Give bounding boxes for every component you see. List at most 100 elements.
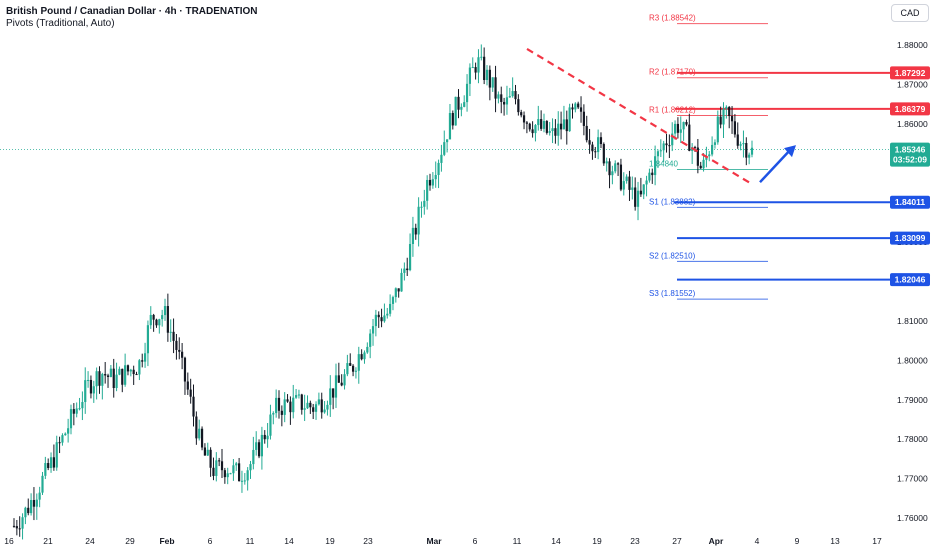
candle-body [226, 473, 229, 478]
pivot-layer: R3 (1.88542) R2 (1.87170) R1 (1.86212) 1.84… [649, 14, 768, 300]
candle-body [280, 410, 283, 415]
candle-body [631, 187, 634, 190]
indicator-label: Pivots (Traditional, Auto) [6, 18, 115, 29]
level-price-tag [890, 273, 930, 287]
candle-body [18, 528, 21, 530]
candle-body [343, 374, 346, 386]
descending-trendline[interactable] [526, 47, 751, 184]
projection-arrow[interactable] [759, 149, 791, 184]
level-price-tag-text: 1.84011 [895, 197, 926, 207]
candle-body [112, 368, 115, 389]
candle-body [369, 333, 372, 347]
candle-body [662, 143, 665, 151]
candle-body [292, 397, 295, 413]
current-price-tag [890, 142, 930, 167]
x-tick-label: 16 [4, 536, 14, 546]
candle-body [394, 288, 397, 298]
candle-body [579, 107, 583, 112]
candle-body [101, 374, 104, 386]
candle-body [577, 103, 580, 108]
candle-body [673, 123, 677, 134]
x-axis[interactable]: 16 21 24 29 Feb 6 11 14 19 23 Mar 6 11 14 19 23 27 Apr 4 9 1… [4, 536, 882, 546]
level-price-tag [890, 231, 930, 245]
candle-body [463, 102, 466, 107]
x-tick-label: 11 [246, 536, 255, 546]
candle-body [84, 380, 87, 403]
candle-body [138, 360, 141, 375]
candle-body [668, 145, 671, 147]
candle-body [537, 119, 540, 126]
candle-body [260, 434, 263, 457]
candle-body [642, 184, 645, 195]
candle-body [47, 463, 50, 469]
candle-body [676, 123, 680, 133]
candle-body [520, 112, 523, 116]
candle-body [163, 306, 167, 316]
candle-body [679, 129, 682, 133]
candle-body [651, 172, 654, 176]
candle-body [357, 354, 360, 371]
y-tick-label: 1.79000 [897, 395, 928, 405]
candle-body [21, 517, 24, 529]
candle-body [272, 413, 275, 415]
candle-body [540, 119, 543, 129]
pivot-label: R3 (1.88542) [649, 14, 696, 23]
candle-body [143, 353, 147, 362]
x-tick-label: 21 [43, 536, 53, 546]
candle-body [733, 121, 737, 135]
candle-body [634, 187, 637, 207]
candle-body [27, 507, 30, 514]
candle-body [300, 394, 303, 410]
candle-body [750, 147, 754, 155]
candle-body [346, 363, 349, 375]
candle-body [286, 399, 289, 402]
candle-body [38, 492, 41, 500]
candle-body [403, 268, 406, 273]
candle-body [249, 464, 252, 471]
candle-body [212, 467, 215, 476]
pivot-label: R1 (1.86212) [649, 105, 696, 114]
x-tick-label: 23 [363, 536, 373, 546]
candle-body [602, 144, 605, 164]
candle-body [534, 125, 537, 134]
candle-body [334, 375, 338, 398]
candle-body [406, 268, 409, 271]
candle-body [423, 200, 426, 207]
candle-body [235, 463, 238, 466]
candle-body [702, 159, 705, 169]
candle-body [605, 161, 608, 164]
candle-body [491, 77, 494, 88]
x-tick-label: 23 [630, 536, 640, 546]
candle-body [69, 409, 73, 429]
candle-body [654, 156, 657, 176]
candle-body [582, 111, 585, 126]
candle-body [639, 190, 642, 195]
candle-body [200, 428, 204, 448]
candle-body [471, 67, 474, 69]
candle-body [192, 396, 195, 417]
x-tick-label: 24 [85, 536, 95, 546]
x-tick-label: 13 [830, 536, 840, 546]
candle-body [58, 442, 61, 444]
candle-body [161, 315, 164, 320]
candle-body [181, 351, 184, 358]
candle-body [297, 394, 301, 396]
candle-body [72, 409, 75, 414]
candle-body [545, 121, 548, 133]
level-price-tag [890, 102, 930, 116]
pivot-label: 1.84840 [649, 160, 678, 169]
currency-button[interactable]: CAD [891, 4, 929, 22]
x-tick-label: 27 [672, 536, 682, 546]
x-tick-label: 17 [872, 536, 882, 546]
candle-body [725, 106, 728, 109]
candle-body [599, 137, 603, 145]
candle-body [24, 507, 27, 518]
candle-body [500, 94, 503, 102]
candle-body [52, 457, 55, 468]
candle-body [380, 317, 383, 322]
candle-body [400, 272, 403, 292]
candle-body [437, 162, 440, 175]
candle-body [146, 325, 150, 354]
candle-body [326, 404, 329, 410]
